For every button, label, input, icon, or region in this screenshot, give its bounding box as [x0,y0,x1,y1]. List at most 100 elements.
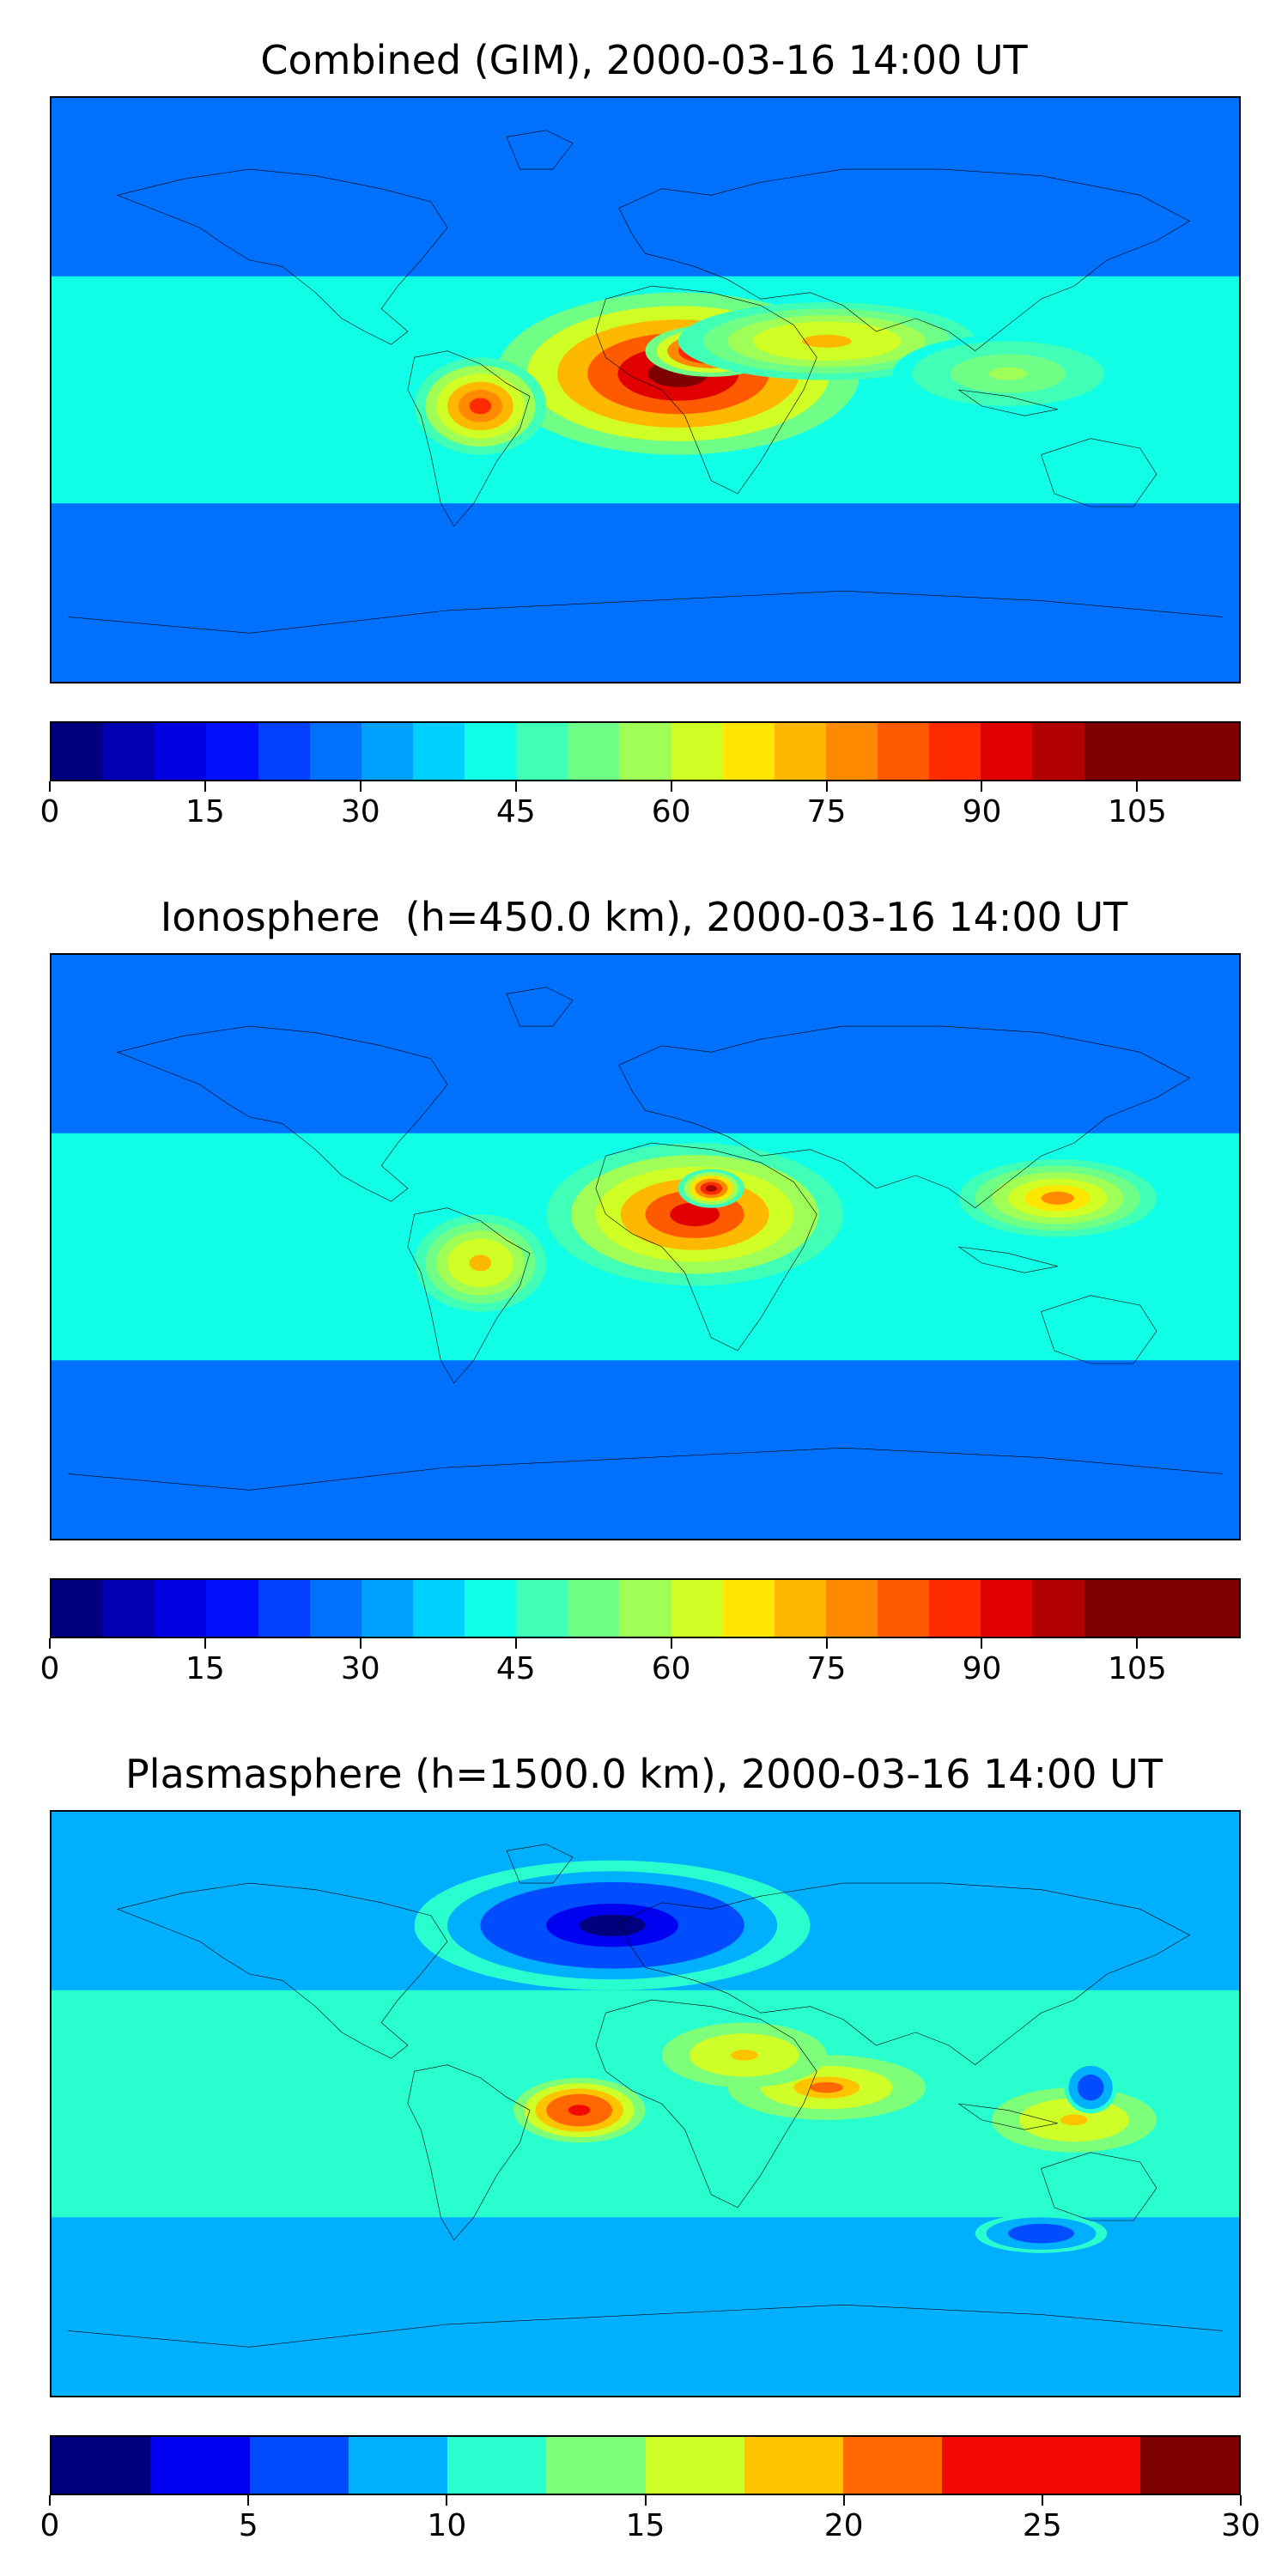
panel-title: Ionosphere (h=450.0 km), 2000-03-16 14:0… [160,894,1128,940]
colorbar-tick-mark [670,1638,672,1649]
colorbar-segment [568,1580,620,1637]
colorbar-tick-label: 0 [39,794,60,829]
coastline [958,2104,1057,2129]
colorbar-segment [619,723,671,780]
colorbar-segment [52,2437,151,2494]
colorbar-segment [361,1580,413,1637]
colorbar-tick-mark [446,2495,448,2506]
colorbar-segment [52,723,104,780]
colorbar-segment [150,2437,250,2494]
coastline [408,351,530,526]
coastline [619,169,1190,351]
coastline [619,1026,1190,1208]
colorbar-tick-mark [514,1638,517,1649]
colorbar-segment [412,1580,465,1637]
colorbar-tick-label: 30 [340,794,380,829]
colorbar-segment [722,723,775,780]
coastline [507,131,573,169]
colorbar [50,1578,1241,1638]
colorbar-tick-mark [359,1638,361,1649]
tec-contour-region [810,2081,843,2093]
colorbar-segment [1041,2437,1140,2494]
tec-contour-region [801,334,852,348]
tec-map [50,96,1241,683]
colorbar-tick-mark [1136,1638,1139,1649]
panel-title: Plasmasphere (h=1500.0 km), 2000-03-16 1… [125,1751,1163,1797]
colorbar-tick-mark [49,1638,51,1649]
tec-map [50,1810,1241,2397]
colorbar-segment [774,1580,826,1637]
colorbar-tick-label: 15 [185,794,225,829]
colorbar [50,721,1241,781]
colorbar-segment [309,723,361,780]
coastline [68,1448,1223,1490]
colorbar-tick-mark [1041,2495,1043,2506]
tec-contour-region [988,367,1028,380]
tec-contour-region [469,1255,492,1272]
tec-contour-region [1060,2114,1088,2126]
colorbar-segment [1032,1580,1084,1637]
colorbar-segment [258,1580,310,1637]
colorbar-tick-label: 15 [625,2508,665,2543]
colorbar-segment [843,2437,943,2494]
colorbar-segment [348,2437,447,2494]
colorbar-segment [774,723,826,780]
tec-map [50,953,1241,1540]
tec-contour-region [1041,1191,1074,1205]
tec-contour-region [568,2105,591,2116]
colorbar-tick-mark [247,2495,250,2506]
colorbar-ticks: 0 15 30 45 60 75 90 105 [40,1638,1241,1690]
coastline [958,390,1057,416]
colorbar-tick-mark [825,1638,828,1649]
colorbar-segment [1084,1580,1136,1637]
colorbar-segment [878,723,930,780]
colorbar-tick-mark [359,781,361,792]
colorbar-segment [155,1580,207,1637]
colorbar-segment [1135,1580,1188,1637]
coastline [596,1143,817,1351]
colorbar-segment [52,1580,104,1637]
colorbar-segment [981,723,1033,780]
coastline [68,591,1223,633]
colorbar-tick-label: 15 [185,1651,225,1686]
colorbar-tick-mark [981,1638,983,1649]
colorbar-tick-label: 0 [39,1651,60,1686]
colorbar-segment [942,2437,1042,2494]
tec-map-svg [52,955,1239,1539]
colorbar-segment [155,723,207,780]
colorbar-segment [516,723,568,780]
coastline [118,1883,447,2058]
colorbar-segment [619,1580,671,1637]
colorbar-tick-label: 0 [39,2508,60,2543]
colorbar-segment [1187,1580,1239,1637]
colorbar-tick-mark [825,781,828,792]
coastline [1042,1296,1157,1364]
colorbar-tick-label: 75 [806,794,847,829]
colorbar-tick-label: 60 [651,794,691,829]
colorbar-segment [465,723,517,780]
colorbar-tick-mark [1240,2495,1242,2506]
colorbar-segment [825,723,878,780]
tec-contour-region [579,1914,646,1936]
colorbar-tick-label: 45 [495,794,536,829]
coastline [619,1883,1190,2065]
colorbar-segment [568,723,620,780]
colorbar-segment [671,1580,723,1637]
tec-contour-region [469,398,492,415]
coastline [507,1844,573,1883]
colorbar-segment [258,723,310,780]
colorbar-tick-mark [670,781,672,792]
tec-contour-region [705,1185,717,1192]
colorbar-segment [645,2437,744,2494]
colorbar-segment [103,1580,155,1637]
colorbar-segment [309,1580,361,1637]
colorbar-segment [465,1580,517,1637]
tec-contour-region [730,2050,758,2061]
coastline [118,1026,447,1201]
colorbar-segment [1032,723,1084,780]
colorbar-segment [744,2437,843,2494]
coastline [1042,2153,1157,2221]
colorbar-tick-label: 105 [1108,1651,1167,1686]
coastline [408,2065,530,2240]
tec-contour-region [1086,2083,1096,2093]
